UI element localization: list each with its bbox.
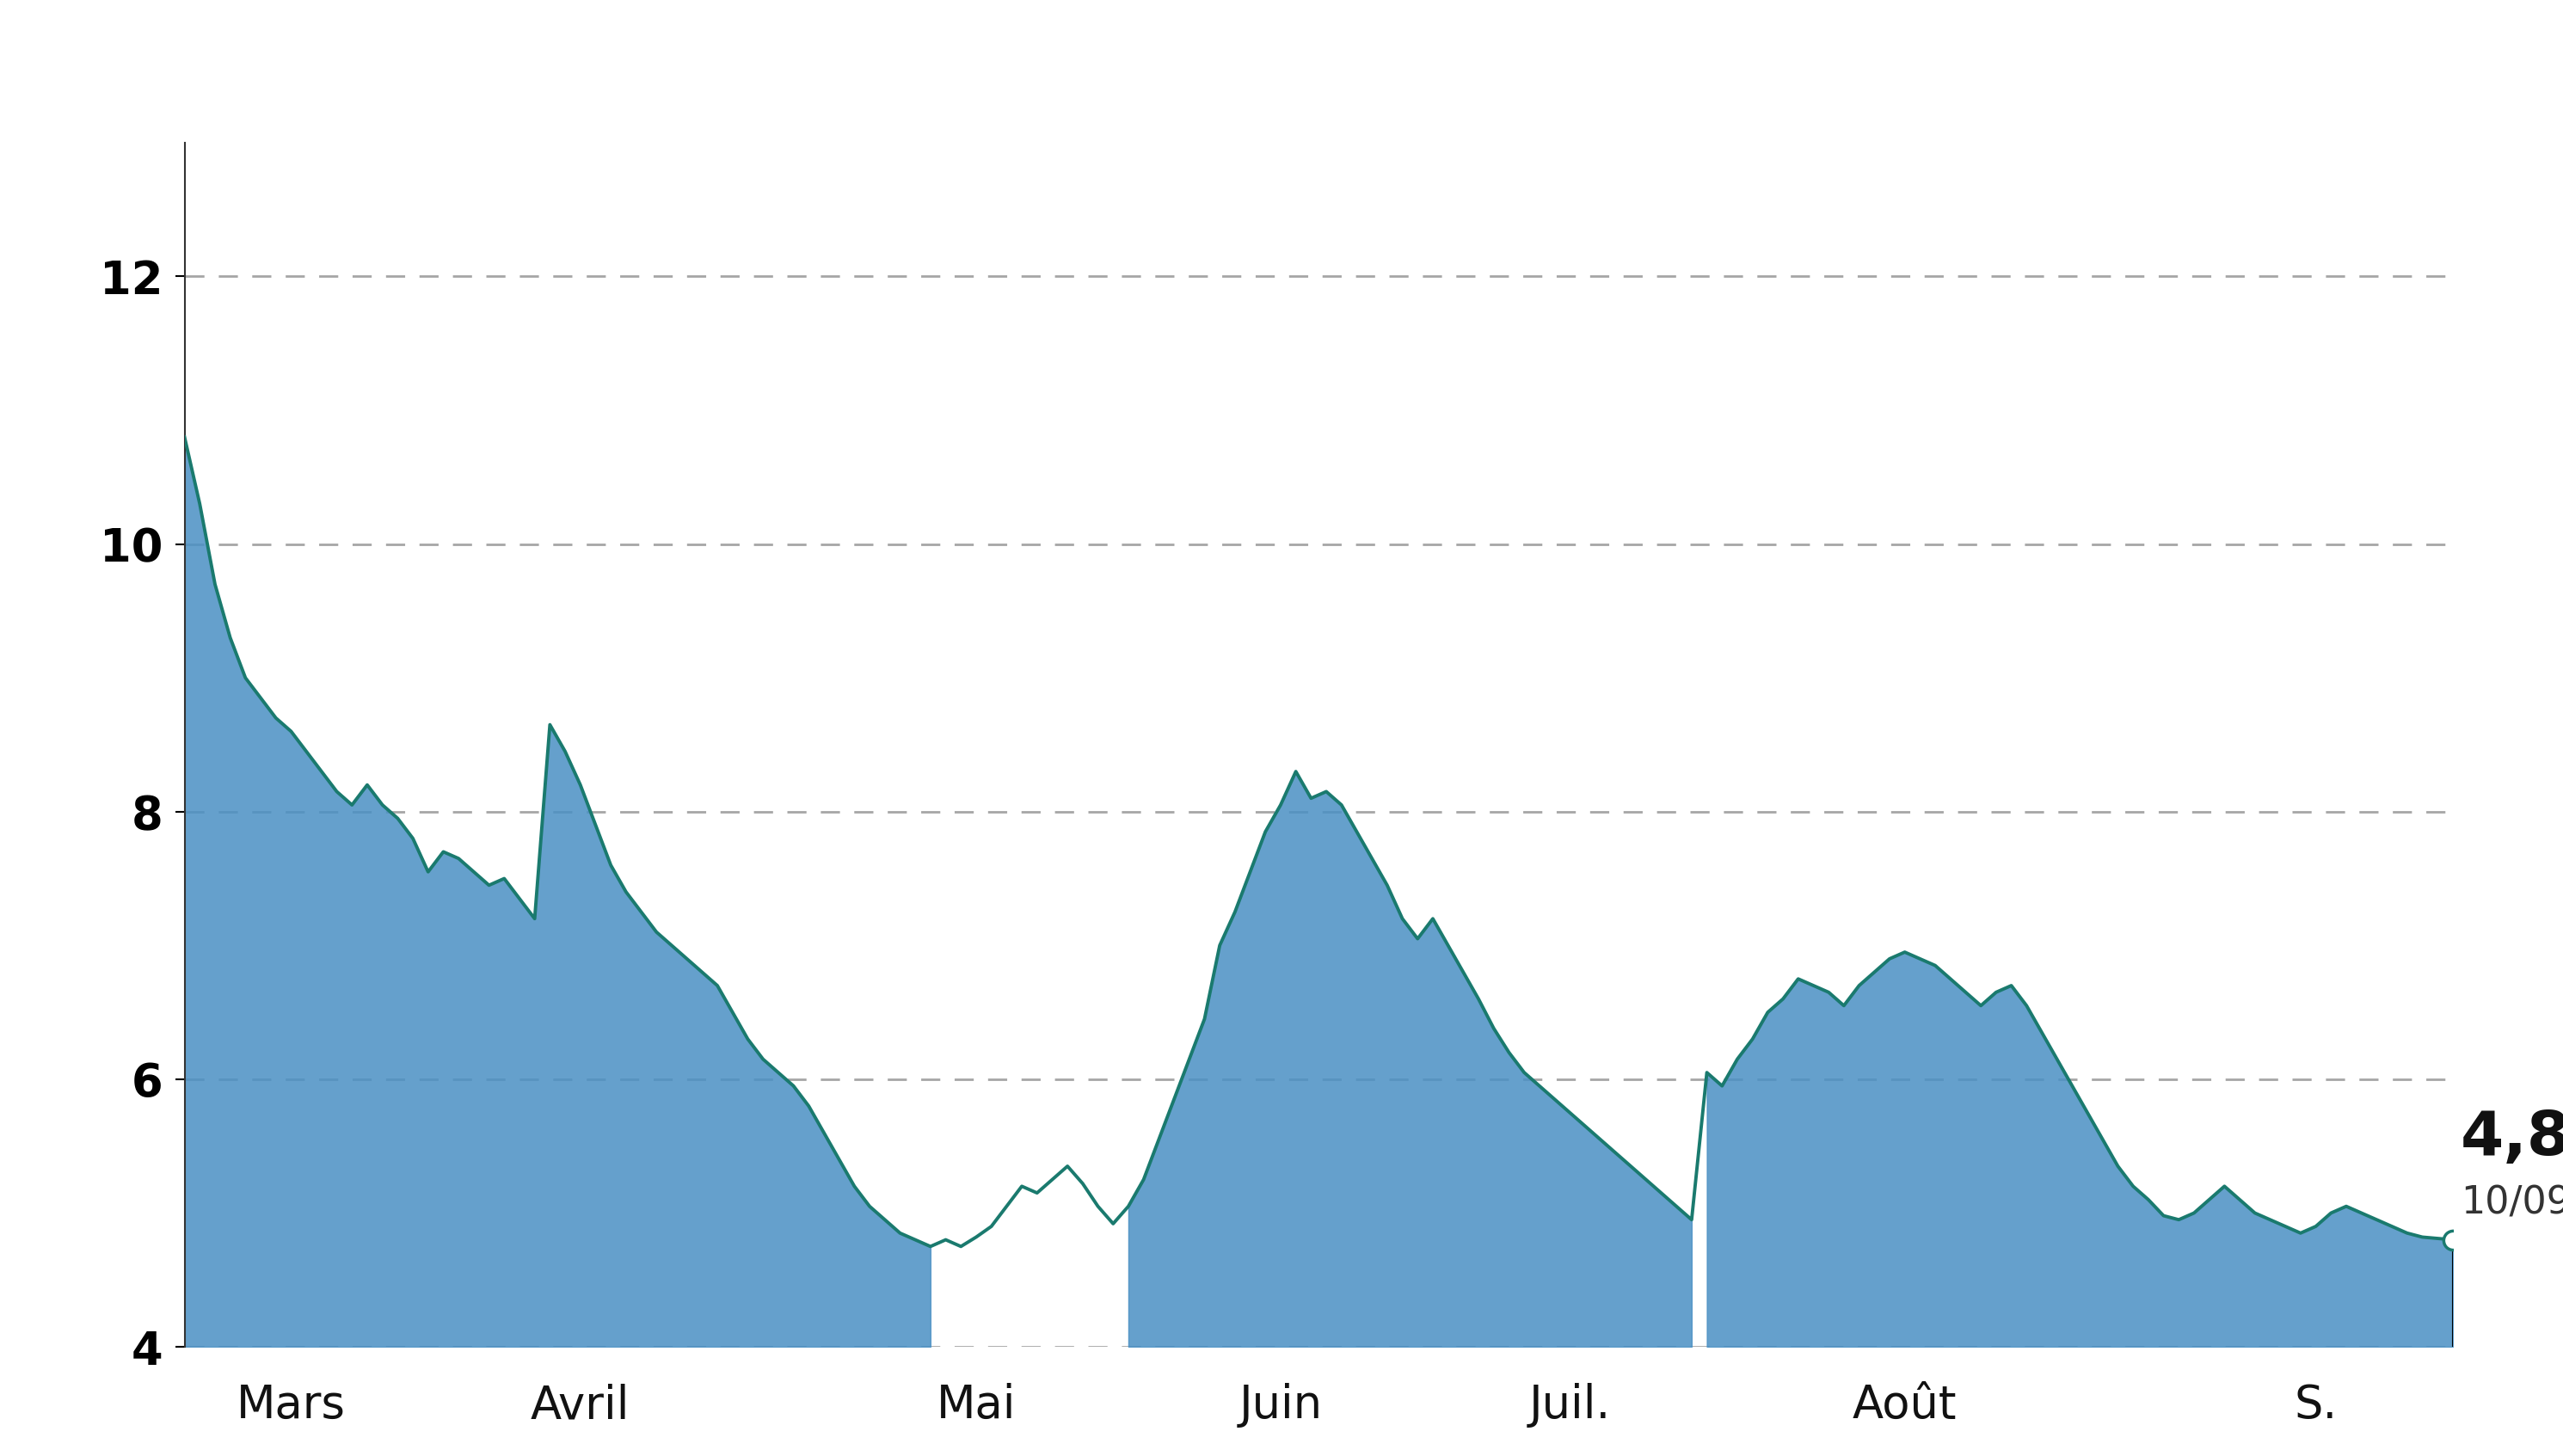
Text: Mars: Mars	[236, 1383, 346, 1428]
Text: 4,80: 4,80	[2460, 1108, 2563, 1168]
Text: Août: Août	[1853, 1383, 1958, 1428]
Text: Juin: Juin	[1238, 1383, 1323, 1428]
Text: Mai: Mai	[935, 1383, 1015, 1428]
Text: Avril: Avril	[531, 1383, 630, 1428]
Text: Juil.: Juil.	[1530, 1383, 1610, 1428]
Text: HYDROGEN REFUELING: HYDROGEN REFUELING	[659, 17, 1904, 111]
Text: 10/09: 10/09	[2460, 1185, 2563, 1222]
Text: S.: S.	[2294, 1383, 2337, 1428]
